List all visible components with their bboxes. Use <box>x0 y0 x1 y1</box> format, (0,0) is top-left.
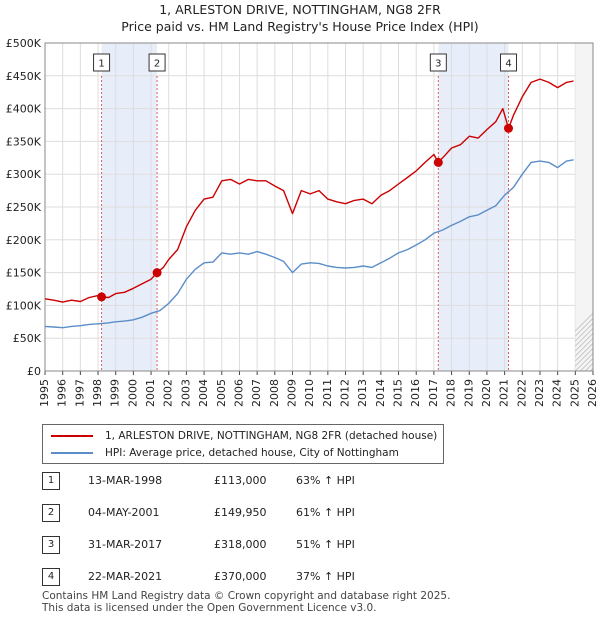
x-tick-label: 2009 <box>285 379 298 407</box>
x-tick-label: 2021 <box>498 379 511 407</box>
y-tick-label: £500K <box>6 37 42 50</box>
x-tick-label: 2019 <box>462 379 475 407</box>
x-tick-label: 2017 <box>427 379 440 407</box>
y-tick-label: £150K <box>6 267 42 280</box>
chart-title: 1, ARLESTON DRIVE, NOTTINGHAM, NG8 2FR <box>159 2 441 17</box>
x-tick-label: 2004 <box>197 379 210 407</box>
y-tick-label: £300K <box>6 168 42 181</box>
x-tick-label: 2015 <box>392 379 405 407</box>
sale-badge: 3 <box>42 536 60 554</box>
forecast-hatch <box>575 43 600 371</box>
x-tick-label: 2003 <box>179 379 192 407</box>
x-tick-label: 2011 <box>321 379 334 407</box>
x-tick-label: 2016 <box>409 379 422 407</box>
sale-row: 4 22-MAR-2021 £370,000 37% ↑ HPI <box>0 568 600 588</box>
x-tick-label: 1996 <box>56 379 69 407</box>
x-tick-label: 2025 <box>568 379 581 407</box>
sale-number-label: 2 <box>154 59 160 70</box>
y-tick-label: £200K <box>6 234 42 247</box>
x-tick-label: 2012 <box>339 379 352 407</box>
sale-badge: 1 <box>42 472 60 490</box>
hatch-line <box>575 312 593 332</box>
sale-row: 3 31-MAR-2017 £318,000 51% ↑ HPI <box>0 536 600 556</box>
hatch-background <box>575 43 593 371</box>
y-tick-label: £0 <box>27 365 41 378</box>
sale-row: 1 13-MAR-1998 £113,000 63% ↑ HPI <box>0 472 600 492</box>
sale-hpi-diff: 51% ↑ HPI <box>296 538 355 551</box>
sale-row: 2 04-MAY-2001 £149,950 61% ↑ HPI <box>0 504 600 524</box>
chart-subtitle: Price paid vs. HM Land Registry's House … <box>121 19 479 34</box>
sale-number-label: 1 <box>98 59 104 70</box>
x-tick-label: 2024 <box>551 379 564 407</box>
y-tick-label: £100K <box>6 299 42 312</box>
footer-licence: This data is licensed under the Open Gov… <box>42 602 377 614</box>
series-lines <box>44 78 574 329</box>
x-tick-label: 2013 <box>356 379 369 407</box>
property-price-line <box>44 78 574 303</box>
sale-price: £149,950 <box>214 506 267 519</box>
sale-number-box <box>429 53 447 72</box>
hpi-line <box>44 159 574 329</box>
y-tick-label: £400K <box>6 103 42 116</box>
x-tick-label: 2022 <box>515 379 528 407</box>
sale-point <box>152 268 162 278</box>
x-tick-label: 1997 <box>73 379 86 407</box>
sale-price: £370,000 <box>214 570 267 583</box>
legend-label-hpi: HPI: Average price, detached house, City… <box>105 447 399 459</box>
x-tick-label: 2007 <box>250 379 263 407</box>
x-tick-label: 1995 <box>38 379 51 407</box>
x-tick-label: 2014 <box>374 379 387 407</box>
sale-date: 22-MAR-2021 <box>88 570 163 583</box>
sale-date: 31-MAR-2017 <box>88 538 163 551</box>
legend-swatch-property <box>51 435 93 437</box>
legend-swatch-hpi <box>51 452 93 454</box>
sale-badge: 2 <box>42 504 60 522</box>
sale-hpi-diff: 63% ↑ HPI <box>296 474 355 487</box>
sale-hpi-diff: 37% ↑ HPI <box>296 570 355 583</box>
axes: £0 £50K £100K £150K £200K £250K £300K £350K £400… <box>6 37 599 407</box>
sale-number-box <box>148 53 166 72</box>
x-tick-label: 2000 <box>126 379 139 407</box>
x-tick-label: 2006 <box>232 379 245 407</box>
plot-border <box>44 42 594 372</box>
x-tick-label: 2005 <box>215 379 228 407</box>
x-tick-label: 1998 <box>91 379 104 407</box>
legend-label-property: 1, ARLESTON DRIVE, NOTTINGHAM, NG8 2FR (… <box>105 430 438 442</box>
sale-point <box>433 157 443 167</box>
sale-point <box>504 123 514 133</box>
sale-number-label: 4 <box>505 59 511 70</box>
legend-item-property: 1, ARLESTON DRIVE, NOTTINGHAM, NG8 2FR (… <box>51 428 437 444</box>
x-tick-label: 2023 <box>533 379 546 407</box>
sale-price: £318,000 <box>214 538 267 551</box>
footer-copyright: Contains HM Land Registry data © Crown c… <box>42 590 451 602</box>
sale-badge: 4 <box>42 568 60 586</box>
hatch-line <box>595 43 600 371</box>
sale-date: 13-MAR-1998 <box>88 474 163 487</box>
x-tick-label: 2008 <box>268 379 281 407</box>
y-tick-label: £250K <box>6 201 42 214</box>
sale-number-label: 3 <box>435 59 441 70</box>
x-tick-label: 2002 <box>162 379 175 407</box>
x-tick-label: 2010 <box>303 379 316 407</box>
legend: 1, ARLESTON DRIVE, NOTTINGHAM, NG8 2FR (… <box>42 424 444 464</box>
x-tick-label: 1999 <box>109 379 122 407</box>
x-tick-label: 2018 <box>445 379 458 407</box>
sale-point <box>97 292 107 302</box>
x-tick-label: 2026 <box>586 379 599 407</box>
x-tick-label: 2001 <box>144 379 157 407</box>
sale-hpi-diff: 61% ↑ HPI <box>296 506 355 519</box>
sale-number-box <box>500 53 518 72</box>
y-tick-label: £50K <box>13 332 42 345</box>
sale-date: 04-MAY-2001 <box>88 506 160 519</box>
sale-number-box <box>93 53 111 72</box>
y-tick-label: £350K <box>6 135 42 148</box>
y-tick-label: £450K <box>6 70 42 83</box>
sale-price: £113,000 <box>214 474 267 487</box>
sale-markers: 1 2 3 4 <box>93 53 518 371</box>
price-chart: £0 £50K £100K £150K £200K £250K £300K £350K £400… <box>6 37 600 407</box>
grid <box>44 42 594 372</box>
x-tick-label: 2020 <box>480 379 493 407</box>
legend-item-hpi: HPI: Average price, detached house, City… <box>51 445 399 461</box>
